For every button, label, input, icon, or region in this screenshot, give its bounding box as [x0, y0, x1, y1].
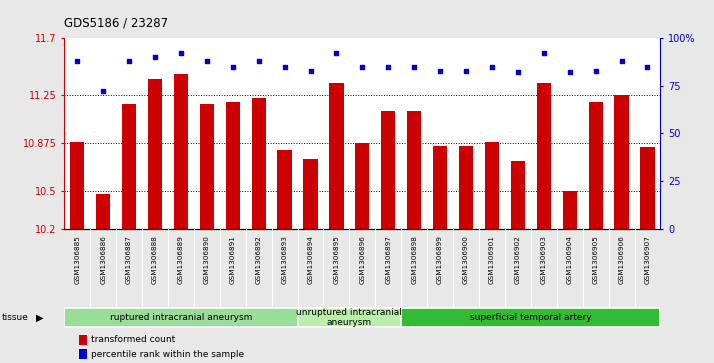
- Text: GSM1306905: GSM1306905: [593, 235, 598, 284]
- Bar: [174, 74, 188, 229]
- Text: GSM1306890: GSM1306890: [203, 235, 210, 284]
- Bar: [303, 159, 318, 229]
- Text: tissue: tissue: [2, 313, 29, 322]
- Point: [616, 58, 628, 64]
- Text: GSM1306898: GSM1306898: [411, 235, 417, 284]
- Point: [175, 50, 186, 56]
- Text: GSM1306899: GSM1306899: [437, 235, 443, 284]
- Bar: [537, 83, 551, 229]
- Bar: [407, 110, 421, 229]
- Point: [97, 89, 109, 94]
- Bar: [278, 150, 292, 229]
- Bar: [459, 146, 473, 229]
- Bar: [251, 98, 266, 229]
- Bar: [96, 194, 110, 229]
- Text: superficial temporal artery: superficial temporal artery: [470, 313, 592, 322]
- Text: unruptured intracranial
aneurysm: unruptured intracranial aneurysm: [296, 308, 402, 327]
- Bar: [298, 308, 401, 327]
- Bar: [381, 110, 396, 229]
- Point: [331, 50, 342, 56]
- Text: GSM1306896: GSM1306896: [359, 235, 366, 284]
- Bar: [226, 102, 240, 229]
- Point: [564, 70, 575, 76]
- Bar: [200, 104, 214, 229]
- Text: GSM1306904: GSM1306904: [567, 235, 573, 284]
- Bar: [356, 143, 369, 229]
- Text: GSM1306885: GSM1306885: [74, 235, 80, 284]
- Bar: [588, 102, 603, 229]
- Bar: [615, 95, 629, 229]
- Bar: [64, 308, 298, 327]
- Text: transformed count: transformed count: [91, 335, 176, 344]
- Text: GSM1306903: GSM1306903: [540, 235, 547, 284]
- Point: [383, 64, 394, 70]
- Text: GSM1306889: GSM1306889: [178, 235, 184, 284]
- Text: ▶: ▶: [36, 313, 44, 323]
- Bar: [122, 104, 136, 229]
- Point: [408, 64, 420, 70]
- Text: GSM1306902: GSM1306902: [515, 235, 521, 284]
- Bar: [70, 142, 84, 229]
- Point: [71, 58, 83, 64]
- Point: [201, 58, 213, 64]
- Point: [279, 64, 291, 70]
- Point: [124, 58, 135, 64]
- Point: [305, 68, 316, 73]
- Text: GSM1306901: GSM1306901: [489, 235, 495, 284]
- Point: [642, 64, 653, 70]
- Text: percentile rank within the sample: percentile rank within the sample: [91, 350, 244, 359]
- Bar: [485, 142, 499, 229]
- Bar: [640, 147, 655, 229]
- Text: GSM1306886: GSM1306886: [100, 235, 106, 284]
- Bar: [563, 191, 577, 229]
- Point: [149, 54, 161, 60]
- Text: GSM1306888: GSM1306888: [152, 235, 158, 284]
- Text: GSM1306887: GSM1306887: [126, 235, 132, 284]
- Text: GSM1306906: GSM1306906: [618, 235, 625, 284]
- Bar: [401, 308, 660, 327]
- Point: [590, 68, 601, 73]
- Point: [461, 68, 472, 73]
- Text: GSM1306895: GSM1306895: [333, 235, 339, 284]
- Point: [486, 64, 498, 70]
- Point: [538, 50, 550, 56]
- Bar: [329, 83, 343, 229]
- Bar: [148, 79, 162, 229]
- Text: GDS5186 / 23287: GDS5186 / 23287: [64, 16, 169, 29]
- Text: GSM1306893: GSM1306893: [281, 235, 288, 284]
- Point: [512, 70, 523, 76]
- Text: GSM1306892: GSM1306892: [256, 235, 261, 284]
- Text: GSM1306897: GSM1306897: [386, 235, 391, 284]
- Point: [253, 58, 264, 64]
- Bar: [511, 161, 525, 229]
- Text: GSM1306891: GSM1306891: [230, 235, 236, 284]
- Text: ruptured intracranial aneurysm: ruptured intracranial aneurysm: [110, 313, 252, 322]
- Text: GSM1306894: GSM1306894: [308, 235, 313, 284]
- Text: GSM1306907: GSM1306907: [645, 235, 650, 284]
- Point: [434, 68, 446, 73]
- Point: [227, 64, 238, 70]
- Text: GSM1306900: GSM1306900: [463, 235, 469, 284]
- Bar: [433, 146, 447, 229]
- Point: [357, 64, 368, 70]
